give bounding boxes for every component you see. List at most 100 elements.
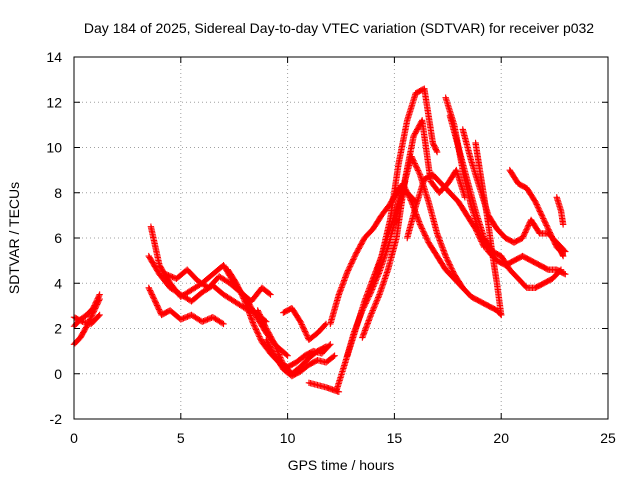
data-point: [303, 332, 311, 339]
data-point: [521, 230, 528, 238]
y-axis-label: SDTVAR / TECUs: [6, 182, 22, 294]
data-point: [283, 351, 290, 358]
data-point: [299, 324, 307, 331]
data-point: [237, 289, 245, 297]
data-point: [284, 352, 291, 359]
data-point: [542, 220, 550, 228]
data-point: [446, 261, 453, 268]
data-point: [368, 310, 375, 317]
series-s24: [553, 194, 567, 228]
x-tick-label: 5: [177, 430, 185, 446]
data-point: [260, 319, 267, 327]
data-point: [236, 287, 243, 294]
data-point: [95, 312, 102, 320]
data-point: [150, 295, 158, 302]
data-point: [261, 321, 268, 328]
data-point: [407, 197, 415, 204]
data-point: [93, 296, 101, 304]
data-point: [405, 191, 412, 199]
data-point: [547, 230, 554, 238]
data-point: [410, 157, 417, 164]
data-point: [252, 326, 260, 333]
data-point: [251, 323, 258, 330]
data-point: [403, 187, 410, 194]
series-s25: [472, 139, 505, 319]
data-point: [418, 225, 426, 232]
data-point: [347, 261, 354, 269]
data-point: [560, 270, 568, 277]
data-point: [423, 235, 430, 242]
data-point: [443, 255, 451, 263]
data-point: [300, 325, 307, 332]
series-s10: [263, 336, 338, 380]
data-point: [150, 294, 157, 301]
y-tick-label: 4: [54, 275, 62, 291]
data-point: [404, 190, 411, 197]
data-point: [301, 326, 308, 334]
data-point: [433, 147, 440, 154]
data-point: [272, 344, 280, 351]
data-point: [406, 194, 413, 201]
data-point: [303, 331, 310, 338]
data-point: [371, 302, 378, 310]
data-point: [556, 267, 564, 275]
data-point: [151, 296, 158, 304]
data-point: [557, 266, 565, 273]
data-point: [538, 211, 545, 218]
data-point: [540, 216, 548, 224]
data-point: [536, 206, 543, 214]
data-point: [253, 327, 260, 335]
data-point: [408, 153, 415, 160]
data-point: [326, 342, 333, 349]
data-point: [90, 304, 97, 312]
data-point: [445, 259, 453, 267]
data-point: [344, 268, 351, 276]
data-point: [256, 334, 264, 342]
data-point: [239, 293, 247, 301]
data-point: [255, 309, 263, 317]
data-point: [331, 352, 338, 359]
data-point: [345, 265, 352, 273]
series-s21: [446, 112, 565, 291]
data-point: [321, 344, 329, 351]
series-s23: [506, 166, 567, 260]
data-point: [519, 234, 526, 242]
data-point: [350, 256, 357, 263]
data-point: [498, 311, 505, 319]
data-point: [522, 227, 530, 235]
data-point: [259, 318, 267, 325]
data-point: [419, 226, 426, 234]
chart-title: Day 184 of 2025, Sidereal Day-to-day VTE…: [84, 20, 594, 36]
data-point: [540, 215, 547, 222]
data-point: [257, 312, 264, 320]
data-point: [344, 267, 352, 274]
data-point: [266, 290, 273, 297]
data-point: [559, 221, 567, 228]
data-point: [375, 294, 382, 301]
data-point: [424, 236, 431, 243]
data-point: [239, 292, 246, 299]
data-point: [523, 226, 530, 233]
data-point: [258, 315, 265, 322]
data-point: [346, 263, 354, 270]
data-point: [95, 292, 103, 300]
data-point: [92, 299, 99, 306]
data-point: [330, 353, 337, 360]
data-point: [400, 181, 407, 189]
data-point: [235, 285, 243, 293]
x-axis-label: GPS time / hours: [288, 457, 395, 473]
data-point: [220, 320, 227, 328]
data-point: [90, 303, 98, 310]
data-point: [417, 222, 424, 230]
data-point: [302, 329, 309, 337]
data-point: [255, 331, 262, 339]
data-point: [154, 303, 161, 310]
data-point: [449, 266, 456, 274]
data-point: [414, 167, 422, 174]
data-point: [218, 319, 226, 327]
data-point: [405, 193, 413, 200]
data-point: [548, 233, 556, 240]
data-point: [416, 221, 424, 228]
data-point: [299, 322, 306, 330]
data-point: [250, 322, 258, 329]
